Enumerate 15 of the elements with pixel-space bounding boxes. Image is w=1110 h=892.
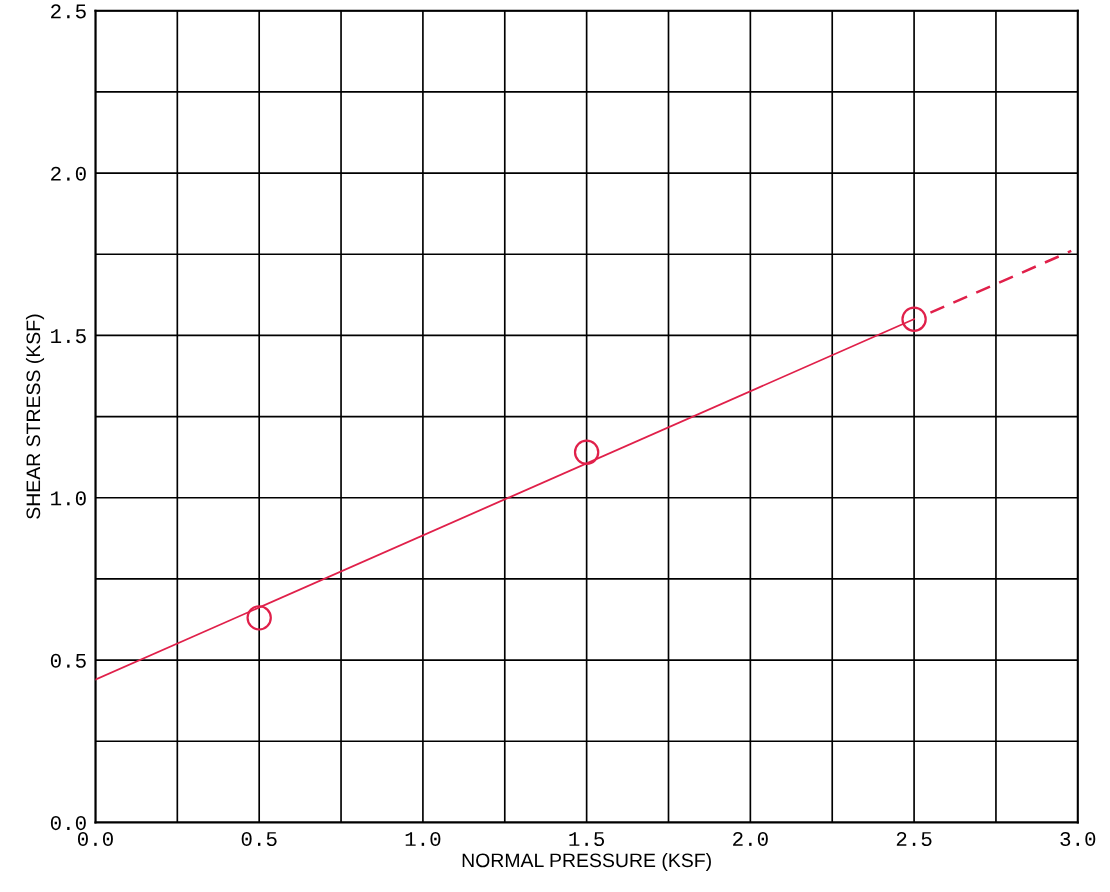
x-tick-label: 2.5 xyxy=(896,831,932,847)
y-tick-label: 0.0 xyxy=(50,816,86,831)
y-tick-label: 0.5 xyxy=(50,653,86,668)
x-tick-label: 2.0 xyxy=(733,831,768,847)
y-axis-title: SHEAR STRESS (KSF) xyxy=(25,314,45,519)
y-tick-label: 2.0 xyxy=(51,166,86,181)
x-tick-label: 3.0 xyxy=(1060,831,1096,847)
y-tick-label: 1.5 xyxy=(51,329,86,344)
y-tick-label: 2.5 xyxy=(51,4,86,19)
x-tick-label: 0.0 xyxy=(77,831,113,847)
x-tick-label: 0.5 xyxy=(241,831,277,847)
y-tick-label: 1.0 xyxy=(51,491,86,506)
x-tick-label: 1.5 xyxy=(569,832,605,847)
x-tick-label: 1.0 xyxy=(405,831,441,847)
x-axis-title: NORMAL PRESSURE (KSF) xyxy=(462,852,711,872)
